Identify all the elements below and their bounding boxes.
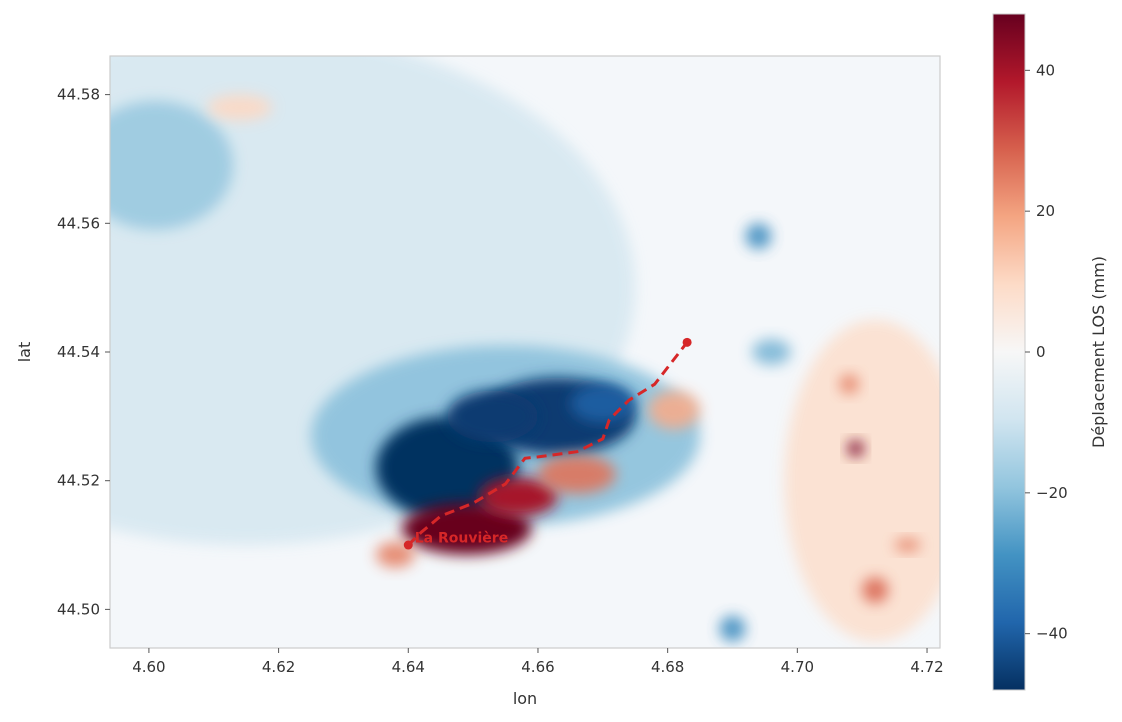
y-tick-label: 44.54 bbox=[57, 343, 100, 361]
x-axis-label: lon bbox=[513, 689, 537, 708]
x-tick-label: 4.60 bbox=[132, 658, 165, 676]
heatmap-blob bbox=[648, 390, 701, 430]
x-tick-label: 4.62 bbox=[262, 658, 295, 676]
y-axis-label: lat bbox=[15, 342, 34, 363]
heatmap-blob bbox=[719, 615, 746, 642]
colorbar-tick-label: 40 bbox=[1036, 61, 1055, 79]
heatmap-field bbox=[110, 56, 940, 642]
colorbar-tick-label: −40 bbox=[1036, 625, 1068, 643]
x-tick-label: 4.72 bbox=[910, 658, 943, 676]
fault-trace-layer bbox=[403, 337, 692, 550]
x-tick-label: 4.70 bbox=[781, 658, 814, 676]
heatmap-blob bbox=[839, 374, 859, 394]
heatmap-blob bbox=[479, 477, 558, 517]
colorbar-ticks: 40 20 0 −20 −40 bbox=[1025, 61, 1068, 643]
heatmap-blob bbox=[447, 390, 538, 443]
fault-trace-endpoint bbox=[682, 337, 692, 347]
y-tick-label: 44.50 bbox=[57, 600, 100, 618]
colorbar-tick-label: 20 bbox=[1036, 202, 1055, 220]
colorbar-bar bbox=[992, 13, 1026, 691]
heatmap-blob bbox=[537, 454, 616, 494]
fault-trace-endpoint bbox=[403, 540, 413, 550]
x-axis: 4.60 4.62 4.64 4.66 4.68 4.70 4.72 bbox=[132, 648, 944, 676]
heatmap-blob bbox=[401, 503, 532, 555]
x-tick-label: 4.64 bbox=[392, 658, 425, 676]
annotation-la-rouviere: La Rouvière bbox=[415, 530, 508, 546]
y-tick-label: 44.58 bbox=[57, 86, 100, 104]
heatmap-blob bbox=[784, 319, 940, 642]
fault-trace-line bbox=[407, 341, 689, 547]
heatmap-blob bbox=[862, 577, 889, 603]
plot-area: La Rouvière bbox=[109, 55, 941, 649]
heatmap-blob bbox=[110, 101, 234, 230]
heatmap-blob bbox=[570, 384, 636, 423]
y-tick-label: 44.56 bbox=[57, 214, 100, 232]
colorbar-label: Déplacement LOS (mm) bbox=[1089, 256, 1108, 448]
x-tick-label: 4.66 bbox=[521, 658, 554, 676]
heatmap-blob bbox=[894, 538, 921, 552]
colorbar-tick-label: 0 bbox=[1036, 343, 1046, 361]
colorbar: 40 20 0 −20 −40 Déplacement LOS (mm) bbox=[992, 13, 1108, 691]
heatmap-blob bbox=[207, 94, 273, 121]
heatmap-blob bbox=[745, 223, 772, 250]
x-tick-label: 4.68 bbox=[651, 658, 684, 676]
y-tick-label: 44.52 bbox=[57, 472, 100, 490]
heatmap-blob bbox=[751, 339, 791, 365]
colorbar-tick-label: −20 bbox=[1036, 484, 1068, 502]
heatmap-blob bbox=[375, 541, 415, 568]
heatmap-blob bbox=[847, 440, 864, 457]
y-axis: 44.50 44.52 44.54 44.56 44.58 bbox=[57, 86, 110, 618]
